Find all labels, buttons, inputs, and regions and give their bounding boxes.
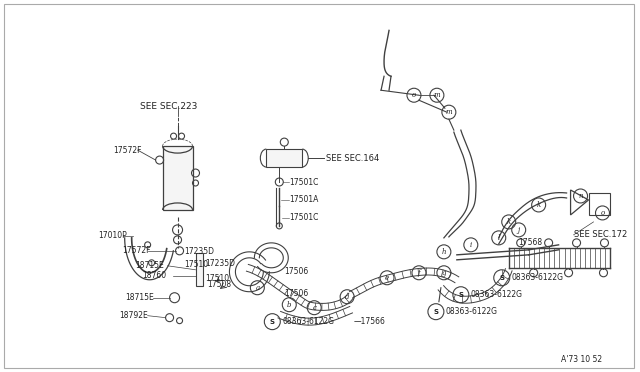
Text: d: d xyxy=(345,293,349,301)
Text: 08363-6122G: 08363-6122G xyxy=(282,317,334,326)
Bar xyxy=(589,193,611,215)
Text: 17501C: 17501C xyxy=(289,214,319,222)
Text: j: j xyxy=(518,226,520,234)
Text: a: a xyxy=(255,284,259,292)
Text: 17506: 17506 xyxy=(284,289,308,298)
Text: f: f xyxy=(418,269,420,277)
Text: m: m xyxy=(433,91,440,99)
Text: g: g xyxy=(442,269,446,277)
Text: 18715E: 18715E xyxy=(136,261,164,270)
Text: S: S xyxy=(499,275,504,281)
Text: SEE SEC.223: SEE SEC.223 xyxy=(140,102,197,111)
Text: h: h xyxy=(442,248,446,256)
Text: S: S xyxy=(270,319,275,325)
Text: 17510: 17510 xyxy=(205,274,230,283)
Text: 17508: 17508 xyxy=(207,280,232,289)
Text: c: c xyxy=(312,304,316,312)
Text: e: e xyxy=(385,274,389,282)
Text: 17501A: 17501A xyxy=(289,195,319,205)
Text: i: i xyxy=(470,241,472,249)
Text: k: k xyxy=(507,218,511,226)
Text: 18715E: 18715E xyxy=(125,293,154,302)
Text: S: S xyxy=(458,292,463,298)
Bar xyxy=(266,149,302,167)
Text: 17010P: 17010P xyxy=(98,231,127,240)
Text: 17235D: 17235D xyxy=(184,247,214,256)
Text: m: m xyxy=(445,108,452,116)
Text: 17235D: 17235D xyxy=(205,259,236,268)
Text: 08363-6122G: 08363-6122G xyxy=(471,290,523,299)
Text: o: o xyxy=(600,209,605,217)
Text: 17510: 17510 xyxy=(184,260,209,269)
Text: 18760: 18760 xyxy=(143,271,167,280)
Text: 17572F: 17572F xyxy=(123,246,151,255)
Text: 08363-6122G: 08363-6122G xyxy=(512,273,564,282)
Text: 17572F: 17572F xyxy=(113,145,141,155)
Text: o: o xyxy=(412,91,416,99)
Text: SEE SEC.164: SEE SEC.164 xyxy=(326,154,380,163)
Text: 17568: 17568 xyxy=(518,238,543,247)
Text: 17501C: 17501C xyxy=(289,177,319,186)
Text: b: b xyxy=(287,301,292,309)
Text: n: n xyxy=(579,192,583,200)
Text: 17506: 17506 xyxy=(284,267,308,276)
Bar xyxy=(195,253,204,286)
Text: A'73 10 52: A'73 10 52 xyxy=(561,355,602,364)
Text: k: k xyxy=(536,201,541,209)
Text: 18792E: 18792E xyxy=(120,311,148,320)
Text: —17566: —17566 xyxy=(354,317,386,326)
Bar xyxy=(163,146,193,210)
Text: l: l xyxy=(498,234,500,242)
Text: 08363-6122G: 08363-6122G xyxy=(446,307,498,316)
Text: SEE SEC.172: SEE SEC.172 xyxy=(573,230,627,239)
Text: S: S xyxy=(433,309,438,315)
